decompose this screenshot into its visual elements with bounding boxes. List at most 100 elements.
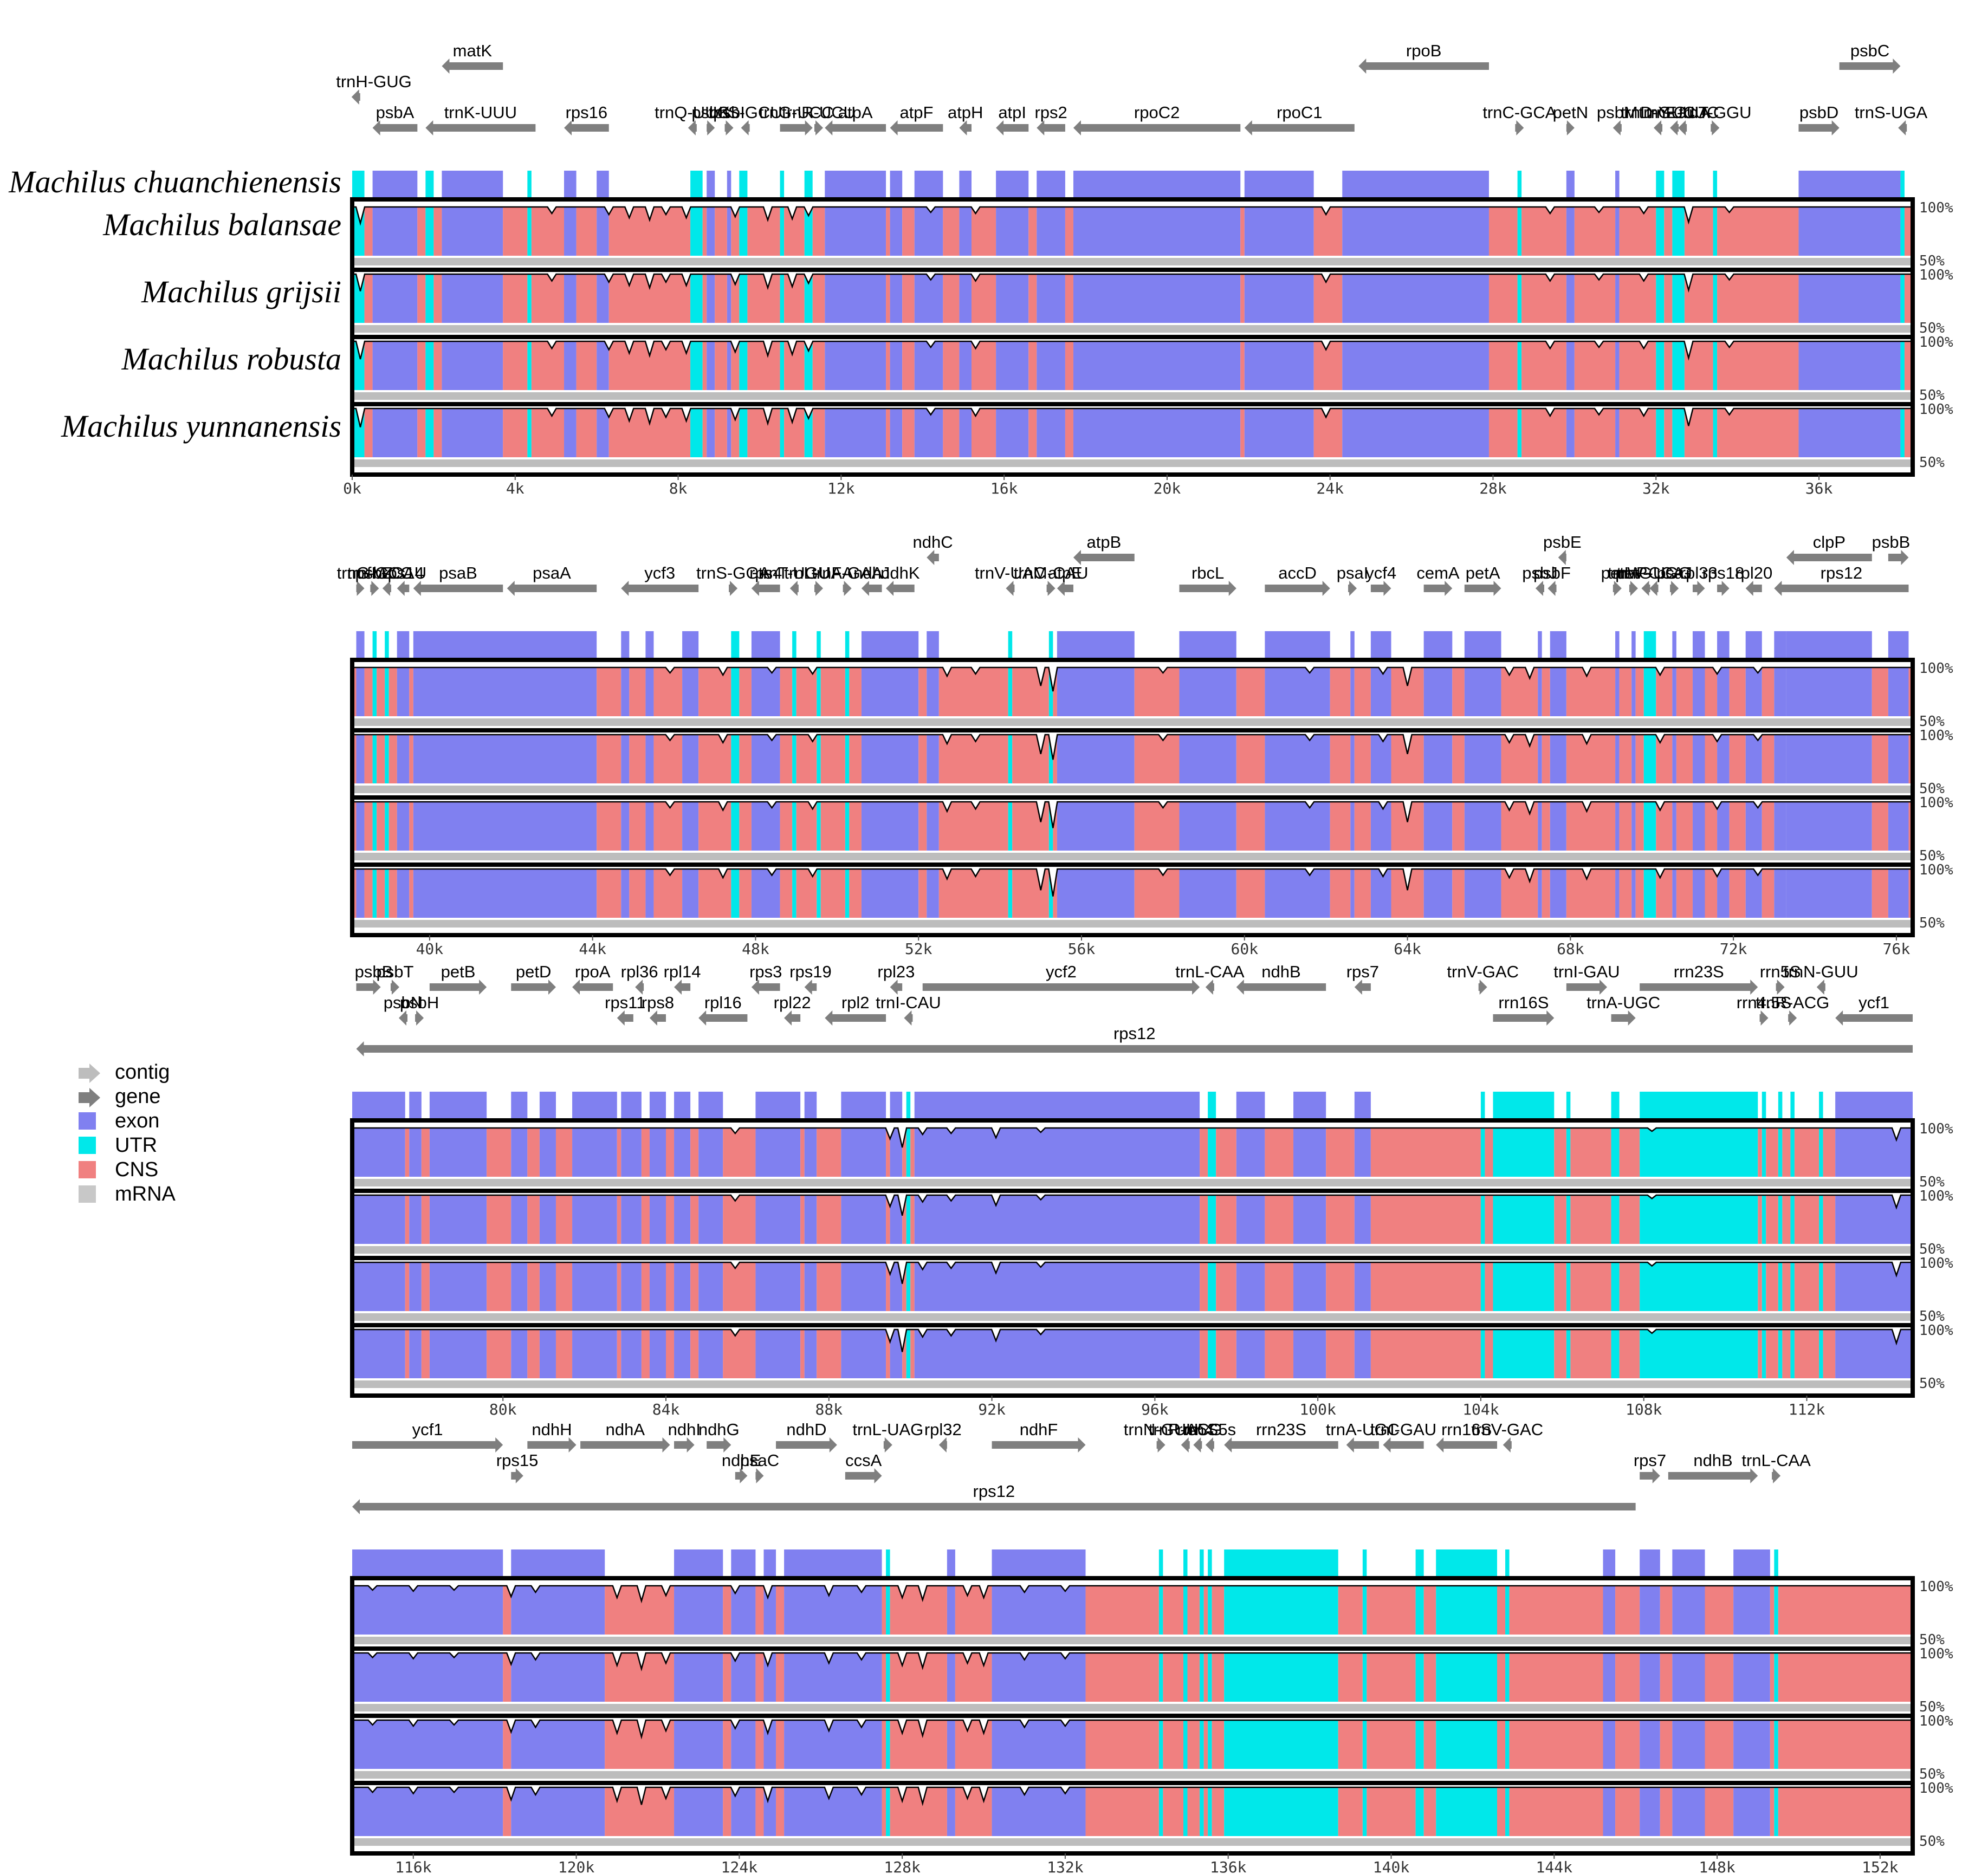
axis-tick-label: 104k bbox=[1462, 1400, 1499, 1418]
identity-exon bbox=[1733, 1720, 1770, 1769]
identity-cns bbox=[1370, 1195, 1481, 1244]
reference-exon bbox=[1550, 631, 1566, 658]
identity-utr bbox=[1611, 1262, 1620, 1311]
identity-utr bbox=[886, 1720, 890, 1769]
identity-cns bbox=[1619, 1262, 1640, 1311]
identity-cns bbox=[1497, 1653, 1506, 1702]
reference-exon bbox=[1745, 631, 1762, 658]
identity-exon bbox=[1640, 1586, 1660, 1635]
gene-label: trnR-ACG bbox=[1756, 993, 1829, 1012]
identity-exon bbox=[959, 207, 972, 256]
gene-label: psbB bbox=[1872, 533, 1911, 552]
gene-arrow bbox=[527, 1437, 577, 1452]
reference-exon bbox=[1631, 631, 1636, 658]
gene-arrow bbox=[825, 120, 886, 135]
identity-cns bbox=[817, 1330, 841, 1378]
identity-utr bbox=[1158, 1720, 1163, 1769]
identity-exon bbox=[890, 1195, 903, 1244]
identity-exon bbox=[1538, 667, 1542, 716]
gene-arrow bbox=[511, 1468, 523, 1483]
gene-label: trnP-UGG bbox=[1617, 563, 1692, 582]
identity-cns bbox=[755, 1787, 764, 1836]
identity-exon bbox=[1786, 869, 1872, 918]
identity-exon bbox=[784, 1653, 882, 1702]
identity-cns bbox=[388, 802, 397, 851]
identity-cns bbox=[1717, 207, 1799, 256]
gene-label: rbcL bbox=[1191, 563, 1224, 582]
identity-utr bbox=[385, 802, 389, 851]
pct-tick-50: 50% bbox=[1919, 1241, 1945, 1257]
gene-label: ycf2 bbox=[1046, 962, 1077, 981]
row-separator bbox=[352, 1646, 1913, 1651]
identity-cns bbox=[886, 1262, 890, 1311]
identity-cns bbox=[1212, 1787, 1225, 1836]
identity-cns bbox=[902, 1330, 906, 1378]
identity-cns bbox=[1542, 802, 1550, 851]
gene-arrow bbox=[780, 120, 813, 135]
identity-cns bbox=[1762, 869, 1775, 918]
reference-utr bbox=[372, 631, 377, 658]
identity-cns bbox=[1823, 1128, 1836, 1177]
identity-cns bbox=[641, 1128, 650, 1177]
gene-arrow bbox=[729, 581, 738, 596]
identity-exon bbox=[914, 341, 943, 390]
gene-label: ycf1 bbox=[412, 1420, 443, 1439]
row-separator bbox=[352, 1189, 1913, 1193]
identity-cns bbox=[576, 341, 597, 390]
identity-curve bbox=[352, 1328, 1913, 1352]
identity-cns bbox=[1216, 1128, 1236, 1177]
gene-arrow bbox=[1898, 120, 1907, 135]
gene-arrow bbox=[1774, 581, 1909, 596]
identity-cns bbox=[882, 1720, 886, 1769]
identity-cns bbox=[1619, 274, 1656, 323]
gene-label: petB bbox=[441, 962, 476, 981]
identity-cns bbox=[1187, 1653, 1200, 1702]
identity-cns bbox=[1236, 869, 1265, 918]
identity-cns bbox=[886, 1195, 890, 1244]
panel-frame bbox=[350, 1118, 1915, 1398]
identity-utr bbox=[1362, 1720, 1367, 1769]
identity-exon bbox=[996, 274, 1029, 323]
identity-utr bbox=[1778, 1128, 1783, 1177]
identity-utr bbox=[1640, 1195, 1758, 1244]
identity-cns bbox=[1615, 1720, 1640, 1769]
axis-tick-label: 40k bbox=[416, 940, 444, 958]
identity-exon bbox=[1236, 1195, 1265, 1244]
identity-cns bbox=[1501, 802, 1538, 851]
axis-tick-label: 60k bbox=[1231, 940, 1258, 958]
gene-label: trnS-GCU bbox=[709, 103, 782, 122]
identity-exon bbox=[890, 1330, 903, 1378]
identity-exon bbox=[539, 1330, 556, 1378]
identity-cns bbox=[377, 667, 385, 716]
gene-label: rps8 bbox=[642, 993, 674, 1012]
identity-cns bbox=[377, 869, 385, 918]
identity-exon bbox=[442, 207, 503, 256]
gene-arrow bbox=[1354, 980, 1371, 995]
identity-cns bbox=[918, 869, 927, 918]
gene-arrow bbox=[843, 581, 852, 596]
identity-exon bbox=[1350, 802, 1355, 851]
identity-utr bbox=[385, 667, 389, 716]
identity-exon bbox=[674, 1653, 723, 1702]
identity-utr bbox=[1493, 1262, 1555, 1311]
identity-cns bbox=[938, 667, 1008, 716]
contig-bar bbox=[352, 1313, 1913, 1321]
gene-arrow bbox=[1745, 581, 1762, 596]
identity-exon bbox=[784, 1586, 882, 1635]
identity-cns bbox=[1338, 1653, 1363, 1702]
identity-exon bbox=[674, 1586, 723, 1635]
identity-cns bbox=[1770, 1720, 1775, 1769]
gene-label: psbI bbox=[713, 103, 745, 122]
identity-exon bbox=[890, 1262, 903, 1311]
identity-cns bbox=[1656, 667, 1673, 716]
identity-exon bbox=[1786, 667, 1872, 716]
reference-exon bbox=[1640, 1549, 1660, 1577]
identity-curve bbox=[352, 1194, 1913, 1216]
identity-exon bbox=[621, 1128, 642, 1177]
gene-arrow bbox=[707, 1437, 731, 1452]
identity-cns bbox=[1619, 869, 1632, 918]
gene-arrow bbox=[1759, 1010, 1769, 1026]
reference-exon bbox=[1603, 1549, 1616, 1577]
identity-exon bbox=[674, 1262, 691, 1311]
gene-label: atpE bbox=[1048, 563, 1083, 582]
